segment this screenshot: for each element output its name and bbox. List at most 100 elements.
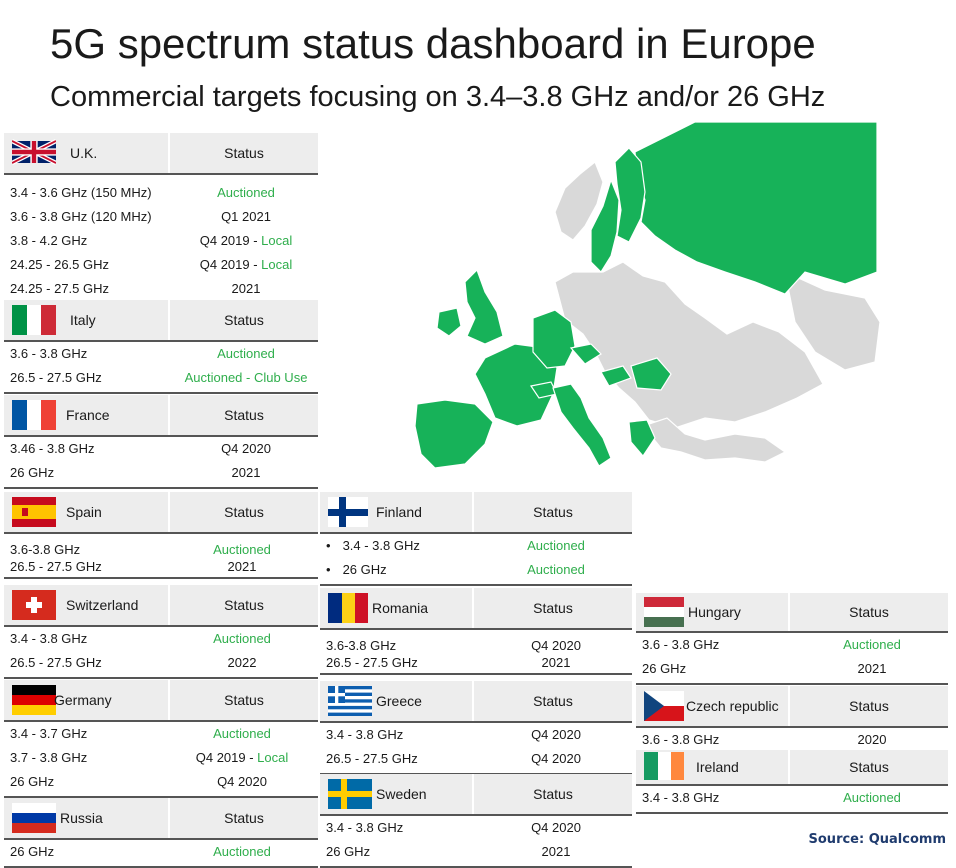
table-russia: Russia Status 26 GHz Auctioned [4, 798, 318, 868]
band-range: 3.6 - 3.8 GHz [10, 342, 87, 366]
band-range: 26 GHz [642, 657, 686, 681]
table-row: 3.46 - 3.8 GHz Q4 2020 [4, 437, 318, 461]
band-text: 26.5 - 27.5 GHz [10, 655, 102, 670]
status-value: 2021 [446, 840, 666, 864]
table-greece: Greece Status 3.4 - 3.8 GHz Q4 2020 26.5 - 2… [320, 681, 632, 775]
header-divider [788, 750, 790, 784]
status-text: Q4 2020 [531, 727, 581, 742]
status-value: Q4 2019 - Local [136, 229, 356, 253]
table-row: 3.4 - 3.8 GHz Auctioned [4, 627, 318, 651]
status-value: Q4 2020 [136, 437, 356, 461]
status-value: Q4 2020 [446, 723, 666, 747]
status-text: 2021 [857, 661, 887, 676]
map-uk [464, 268, 504, 345]
country-name: Czech republic [686, 698, 779, 714]
table-row: 26 GHz 2021 [4, 461, 318, 485]
table-row: 26.5 - 27.5 GHz Q4 2020 [320, 747, 632, 771]
map-greece [628, 419, 656, 457]
table-body: 3.6-3.8 GHz Q4 2020 26.5 - 27.5 GHz 2021 [320, 630, 632, 675]
table-romania: Romania Status 3.6-3.8 GHz Q4 2020 26.5 - 27… [320, 588, 632, 675]
band-range: 26 GHz [10, 770, 54, 794]
status-extra: Local [261, 233, 293, 248]
table-spain: Spain Status 3.6-3.8 GHz Auctioned 26.5 - 27… [4, 492, 318, 579]
status-value: Auctioned [132, 840, 352, 864]
band-range: 3.4 - 3.6 GHz (150 MHz) [10, 181, 152, 205]
status-text: Auctioned [213, 726, 271, 741]
status-value: 2022 [132, 651, 352, 675]
table-czech-republic: Czech republic Status 3.6 - 3.8 GHz 2020 [636, 686, 948, 756]
table-row: 26.5 - 27.5 GHz 2021 [4, 558, 318, 575]
header-divider [168, 798, 170, 838]
table-row: 3.6 - 3.8 GHz Auctioned [636, 633, 948, 657]
ireland-flag-icon [644, 752, 684, 783]
band-text: 3.8 - 4.2 GHz [10, 233, 88, 248]
table-body: 3.4 - 3.8 GHz Auctioned 26.5 - 27.5 GHz 202… [4, 627, 318, 679]
band-text: 24.25 - 27.5 GHz [10, 281, 109, 296]
band-text: 26 GHz [642, 661, 687, 676]
spain-flag-icon [12, 497, 56, 530]
table-body: 3.4 - 3.7 GHz Auctioned 3.7 - 3.8 GHz Q4 20… [4, 722, 318, 798]
band-text: 3.6-3.8 GHz [10, 542, 81, 557]
status-value: Auctioned [136, 342, 356, 366]
band-text: 26.5 - 27.5 GHz [326, 655, 418, 670]
band-text: 3.4 - 3.8 GHz [326, 727, 404, 742]
band-text: 3.6-3.8 GHz [326, 638, 397, 653]
country-name: Romania [372, 600, 429, 616]
status-text: Q4 2020 [531, 820, 581, 835]
table-header: France Status [4, 395, 318, 437]
status-text: Q4 2020 [217, 774, 267, 789]
status-text: 2022 [227, 655, 257, 670]
status-value: Auctioned [762, 633, 956, 657]
status-value: Auctioned - Club Use [136, 366, 356, 390]
status-text: Auctioned [217, 185, 275, 200]
table-body: 3.46 - 3.8 GHz Q4 2020 26 GHz 2021 [4, 437, 318, 489]
status-value: Auctioned [762, 786, 956, 810]
band-range: 3.46 - 3.8 GHz [10, 437, 95, 461]
band-text: 3.6 - 3.8 GHz (120 MHz) [10, 209, 152, 224]
band-range: 3.6 - 3.8 GHz [642, 728, 719, 752]
header-divider [472, 774, 474, 814]
status-text: Auctioned [527, 562, 585, 577]
country-name: Greece [376, 693, 422, 709]
band-text: 26.5 - 27.5 GHz [10, 370, 102, 385]
table-header: Sweden Status [320, 774, 632, 816]
band-text: 3.4 - 3.8 GHz [642, 790, 720, 805]
status-value: Q4 2019 - Local [136, 253, 356, 277]
table-row: 26 GHz Q4 2020 [4, 770, 318, 794]
map-hungary [600, 365, 632, 387]
country-name: France [66, 407, 110, 423]
status-header: Status [224, 312, 264, 328]
band-range: 26 GHz [10, 840, 54, 864]
band-range: 26.5 - 27.5 GHz [10, 558, 102, 575]
country-name: Switzerland [66, 597, 139, 613]
header-divider [472, 588, 474, 628]
switzerland-flag-icon [12, 590, 56, 623]
status-value: Q4 2019 - Local [132, 746, 352, 770]
status-text: Auctioned [843, 637, 901, 652]
table-row: 3.6 - 3.8 GHz (120 MHz) Q1 2021 [4, 205, 318, 229]
table-header: Russia Status [4, 798, 318, 840]
status-header: Status [849, 759, 889, 775]
page-title: 5G spectrum status dashboard in Europe [50, 20, 816, 67]
status-header: Status [224, 597, 264, 613]
table-row: 3.6 - 3.8 GHz Auctioned [4, 342, 318, 366]
status-text: Q1 2021 [221, 209, 271, 224]
status-text: Auctioned [217, 346, 275, 361]
status-value: Q4 2020 [446, 816, 666, 840]
table-row: 3.7 - 3.8 GHz Q4 2019 - Local [4, 746, 318, 770]
table-header: Czech republic Status [636, 686, 948, 728]
table-row: 26 GHz 2021 [636, 657, 948, 681]
band-range: 24.25 - 26.5 GHz [10, 253, 109, 277]
status-header: Status [224, 504, 264, 520]
status-value: Auctioned [132, 627, 352, 651]
status-text: Q4 2019 - [199, 233, 262, 248]
band-range: 26 GHz [10, 461, 54, 485]
table-row: 3.6 - 3.8 GHz 2020 [636, 728, 948, 752]
table-row: 3.4 - 3.6 GHz (150 MHz) Auctioned [4, 181, 318, 205]
band-range: 26.5 - 27.5 GHz [10, 651, 102, 675]
header-divider [788, 593, 790, 631]
table-france: France Status 3.46 - 3.8 GHz Q4 2020 26 GHz 2… [4, 395, 318, 489]
table-header: Ireland Status [636, 750, 948, 786]
hungary-flag-icon [644, 597, 684, 630]
table-row: 3.6-3.8 GHz Auctioned [4, 541, 318, 558]
